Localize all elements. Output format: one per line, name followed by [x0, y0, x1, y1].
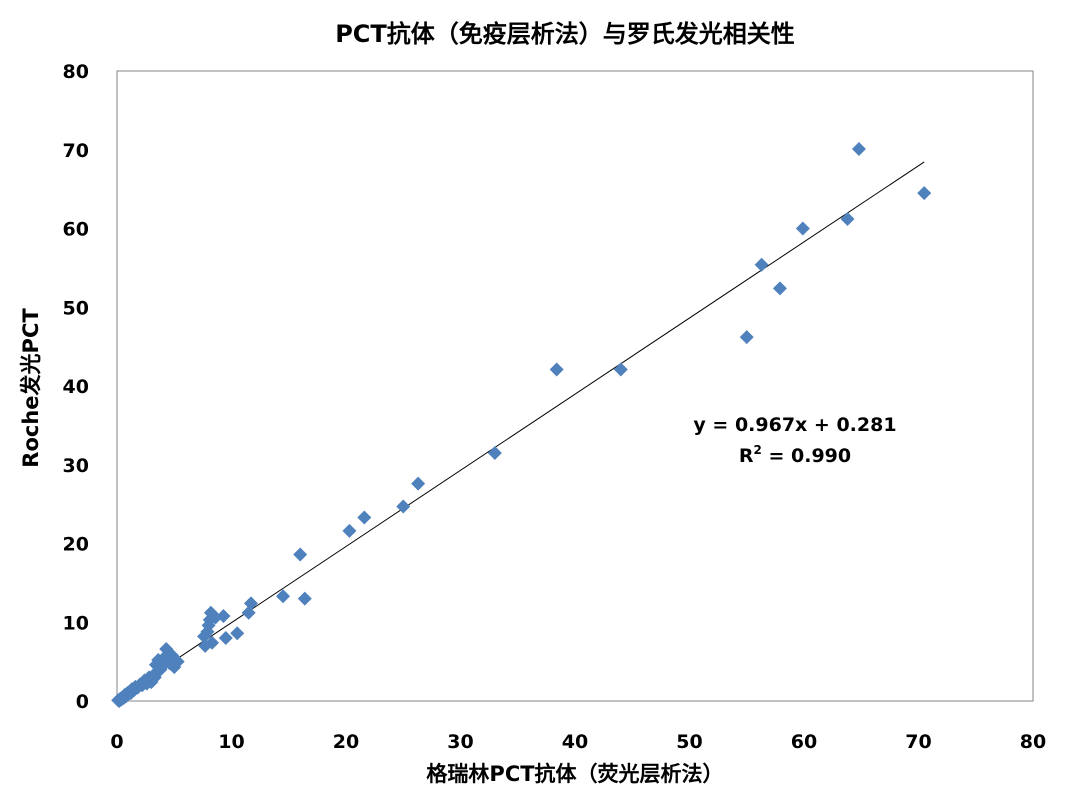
data-point	[754, 257, 769, 272]
r-squared-prefix: R	[739, 445, 754, 467]
data-point	[297, 591, 312, 606]
trendline-group	[120, 161, 925, 697]
y-axis-title: Roche发光PCT	[19, 308, 43, 468]
trendline-equation: y = 0.967x + 0.281	[693, 414, 896, 436]
y-tick-label: 40	[63, 376, 89, 398]
x-tick-label: 40	[562, 731, 588, 753]
y-tick-label: 30	[63, 455, 89, 477]
trendline	[120, 161, 925, 697]
chart-title: PCT抗体（免疫层析法）与罗氏发光相关性	[335, 20, 795, 48]
x-tick-label: 80	[1020, 731, 1046, 753]
plot-area	[116, 70, 1034, 702]
data-point	[230, 626, 245, 641]
x-tick-label: 30	[447, 731, 473, 753]
data-points	[111, 141, 932, 708]
data-point	[218, 631, 233, 645]
data-point	[795, 221, 810, 236]
y-tick-label: 20	[63, 534, 89, 556]
r-squared-superscript: 2	[754, 443, 762, 457]
y-axis-ticks: 0 10 20 30 40 50 60 70 80	[63, 61, 89, 713]
x-axis-ticks: 0 10 20 30 40 50 60 70 80	[110, 731, 1046, 753]
data-point	[772, 281, 787, 296]
data-point	[357, 510, 372, 525]
data-point	[917, 186, 932, 201]
x-tick-label: 50	[676, 731, 702, 753]
y-tick-label: 60	[63, 219, 89, 241]
x-tick-label: 70	[905, 731, 931, 753]
y-tick-label: 0	[76, 691, 89, 713]
y-tick-label: 80	[63, 61, 89, 83]
data-point	[170, 654, 185, 669]
data-point	[851, 141, 866, 156]
x-tick-label: 0	[110, 731, 123, 753]
data-point	[739, 330, 754, 345]
data-point	[342, 523, 357, 538]
data-point	[613, 362, 628, 377]
data-point	[549, 362, 564, 377]
data-point	[216, 608, 231, 623]
r-squared-label: R2 = 0.990	[739, 443, 851, 467]
data-point	[276, 589, 291, 604]
data-point	[241, 605, 256, 620]
x-axis-title: 格瑞林PCT抗体（荧光层析法）	[426, 762, 723, 786]
data-point	[293, 547, 308, 562]
data-point	[396, 499, 411, 514]
x-tick-label: 60	[791, 731, 817, 753]
data-point	[411, 476, 426, 491]
y-tick-label: 70	[63, 140, 89, 162]
data-point	[840, 212, 855, 227]
data-point	[487, 445, 502, 460]
y-tick-label: 50	[63, 297, 89, 319]
data-point	[205, 635, 220, 650]
y-tick-label: 10	[63, 612, 89, 634]
x-tick-label: 10	[218, 731, 244, 753]
x-tick-label: 20	[333, 731, 359, 753]
r-squared-value: = 0.990	[762, 445, 851, 467]
data-point	[243, 596, 258, 611]
